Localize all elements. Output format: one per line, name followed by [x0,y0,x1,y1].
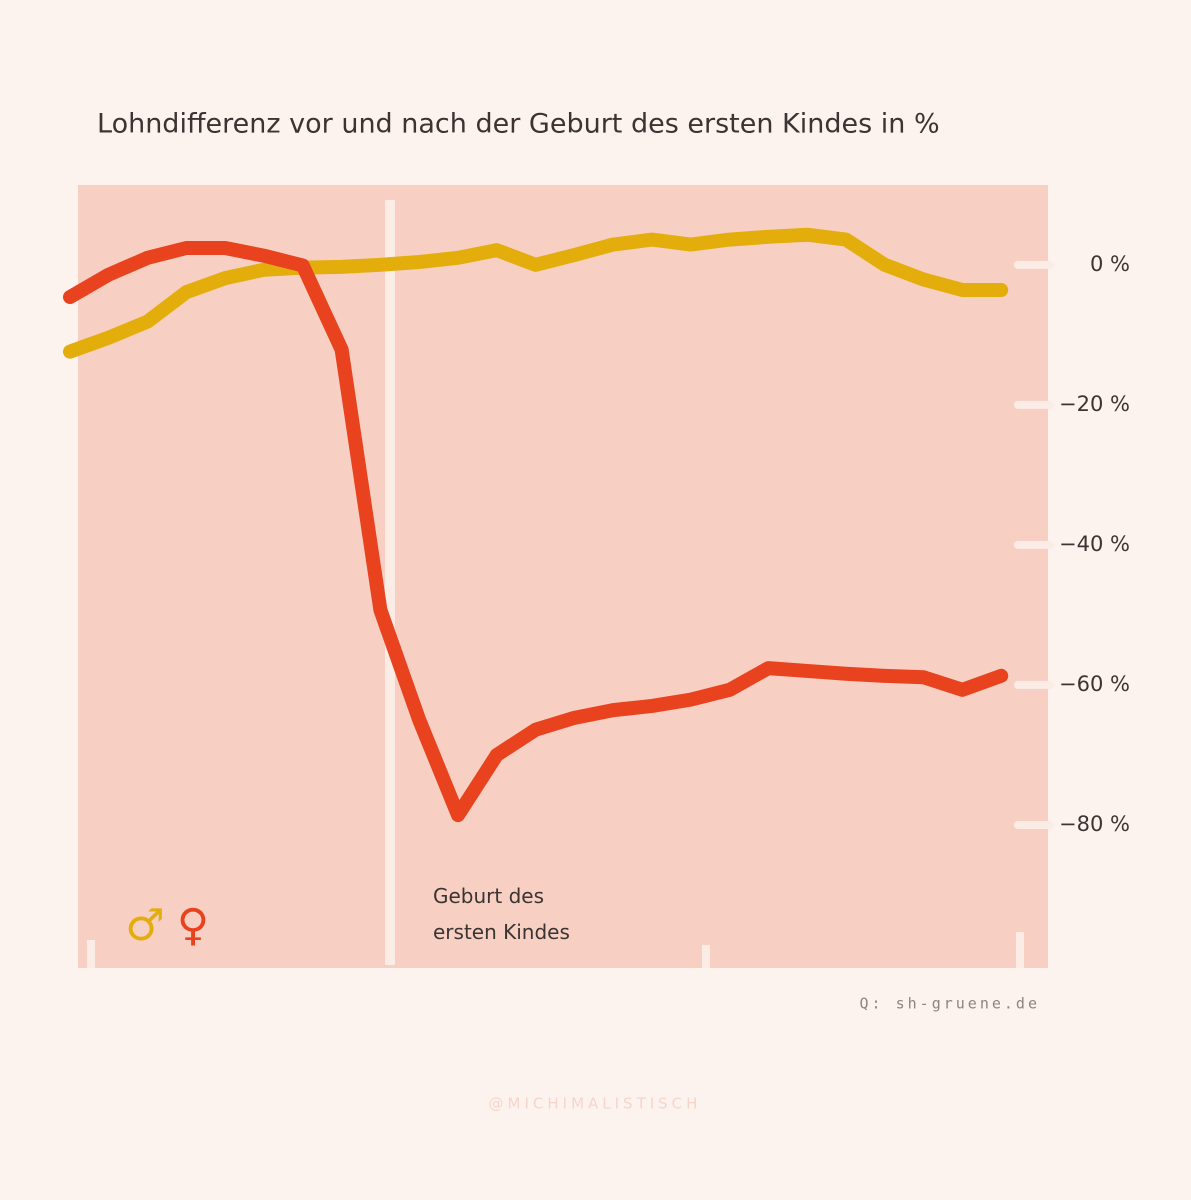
y-tick-label: −60 % [1059,672,1130,696]
series-line [63,227,1009,359]
y-tick-label: −40 % [1059,532,1130,556]
birth-line [385,200,395,965]
source: Q: sh-gruene.de [860,995,1040,1013]
plot-area [78,185,1048,968]
x-tick [87,940,95,968]
y-tick-label: −80 % [1059,812,1130,836]
y-tick-label: −20 % [1059,392,1130,416]
annotation: Geburt des ersten Kindes [433,884,570,944]
chart-title: Lohndifferenz vor und nach der Geburt de… [97,109,940,140]
series-line [63,241,1009,823]
y-tick-label: 0 % [1090,252,1130,276]
legend-entry: ♀ [177,900,209,951]
x-tick [1016,932,1024,968]
legend-entry: ♂ [125,900,164,951]
x-tick [702,945,710,968]
credit: @MICHIMALISTISCH [489,1095,702,1113]
